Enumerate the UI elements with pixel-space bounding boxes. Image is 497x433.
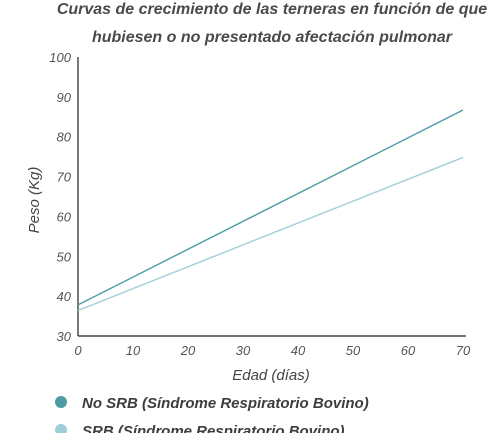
y-axis-ticks: 30 40 50 60 70 80 90 100 (49, 50, 71, 344)
x-tick-label: 40 (291, 343, 306, 358)
x-axis-ticks: 0 10 20 30 40 50 60 70 (74, 343, 471, 358)
x-tick-label: 60 (401, 343, 416, 358)
chart-title-line-2: hubiesen o no presentado afectación pulm… (92, 29, 453, 46)
y-tick-label: 70 (57, 170, 72, 185)
y-axis-label: Peso (Kg) (26, 167, 43, 234)
x-tick-label: 50 (346, 343, 361, 358)
x-tick-label: 30 (236, 343, 251, 358)
y-tick-label: 50 (57, 249, 72, 264)
legend-label-srb: SRB (Síndrome Respiratorio Bovino) (82, 423, 345, 433)
legend-marker-srb (55, 424, 67, 433)
legend: No SRB (Síndrome Respiratorio Bovino) SR… (55, 395, 369, 433)
series-lines (77, 109, 464, 312)
y-tick-label: 60 (57, 209, 72, 224)
x-tick-label: 10 (126, 343, 141, 358)
chart-title-line-1: Curvas de crecimiento de las terneras en… (57, 1, 487, 18)
y-tick-label: 100 (49, 50, 71, 65)
y-tick-label: 30 (57, 329, 72, 344)
y-tick-label: 80 (57, 130, 72, 145)
x-tick-label: 0 (74, 343, 82, 358)
legend-marker-no-srb (55, 396, 67, 408)
y-tick-label: 90 (57, 90, 72, 105)
x-axis-label: Edad (días) (232, 367, 310, 384)
x-tick-label: 70 (456, 343, 471, 358)
legend-item-no-srb: No SRB (Síndrome Respiratorio Bovino) (55, 395, 369, 412)
series-line-no-srb (77, 109, 464, 306)
series-line-srb (77, 156, 464, 312)
chart-title: Curvas de crecimiento de las terneras en… (57, 1, 487, 46)
x-tick-label: 20 (180, 343, 196, 358)
legend-item-srb: SRB (Síndrome Respiratorio Bovino) (55, 423, 345, 433)
y-tick-label: 40 (57, 289, 72, 304)
legend-label-no-srb: No SRB (Síndrome Respiratorio Bovino) (82, 395, 369, 412)
